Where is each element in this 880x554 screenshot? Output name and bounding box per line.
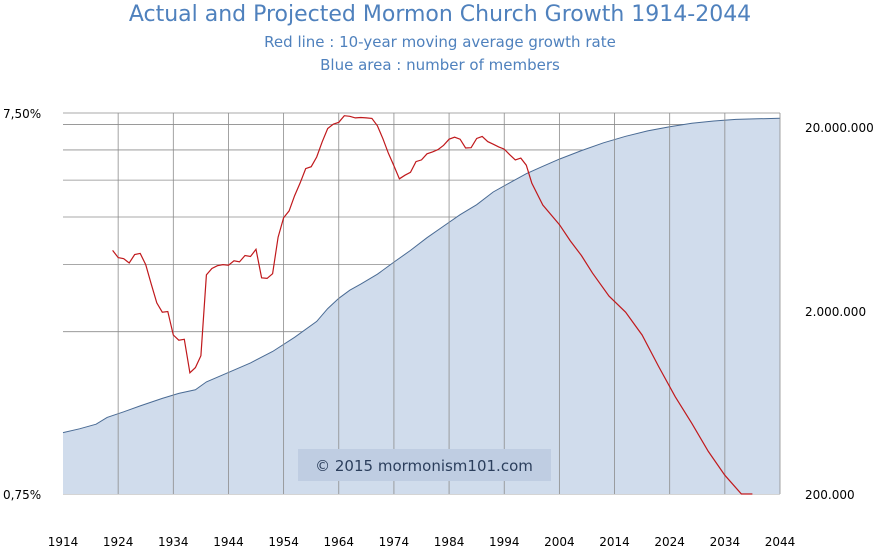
x-tick-label: 1934 xyxy=(158,535,189,549)
chart-title: Actual and Projected Mormon Church Growt… xyxy=(128,2,752,27)
x-tick-label: 1944 xyxy=(213,535,244,549)
right-axis-label-200k: 200.000 xyxy=(805,488,855,502)
watermark-background xyxy=(298,449,551,481)
growth-rate-line xyxy=(112,115,753,495)
x-tick-label: 2024 xyxy=(654,535,685,549)
watermark-text: © 2015 mormonism101.com xyxy=(315,457,533,475)
x-tick-label: 1974 xyxy=(379,535,410,549)
right-axis-label-20m: 20.000.000 xyxy=(805,121,874,135)
left-axis-bottom-label: 0,75% xyxy=(3,488,41,502)
chart-subtitle-red-line: Red line : 10-year moving average growth… xyxy=(264,33,616,51)
x-axis-ticks: 1914 1924 1934 1944 1954 1964 1974 1984 1994 2004… xyxy=(48,535,796,549)
x-tick-label: 1914 xyxy=(48,535,79,549)
right-axis-label-2m: 2.000.000 xyxy=(805,305,866,319)
x-tick-label: 2034 xyxy=(710,535,741,549)
x-tick-label: 1924 xyxy=(103,535,134,549)
x-tick-label: 2014 xyxy=(599,535,630,549)
x-tick-label: 1994 xyxy=(489,535,520,549)
x-tick-label: 2044 xyxy=(765,535,796,549)
members-area xyxy=(63,118,780,495)
x-tick-label: 1954 xyxy=(268,535,299,549)
x-tick-label: 1964 xyxy=(323,535,354,549)
left-axis-top-label: 7,50% xyxy=(3,107,41,121)
x-tick-label: 1984 xyxy=(434,535,465,549)
vertical-grid-lines xyxy=(117,113,781,494)
chart-subtitle-blue-area: Blue area : number of members xyxy=(320,56,560,74)
x-tick-label: 2004 xyxy=(544,535,575,549)
